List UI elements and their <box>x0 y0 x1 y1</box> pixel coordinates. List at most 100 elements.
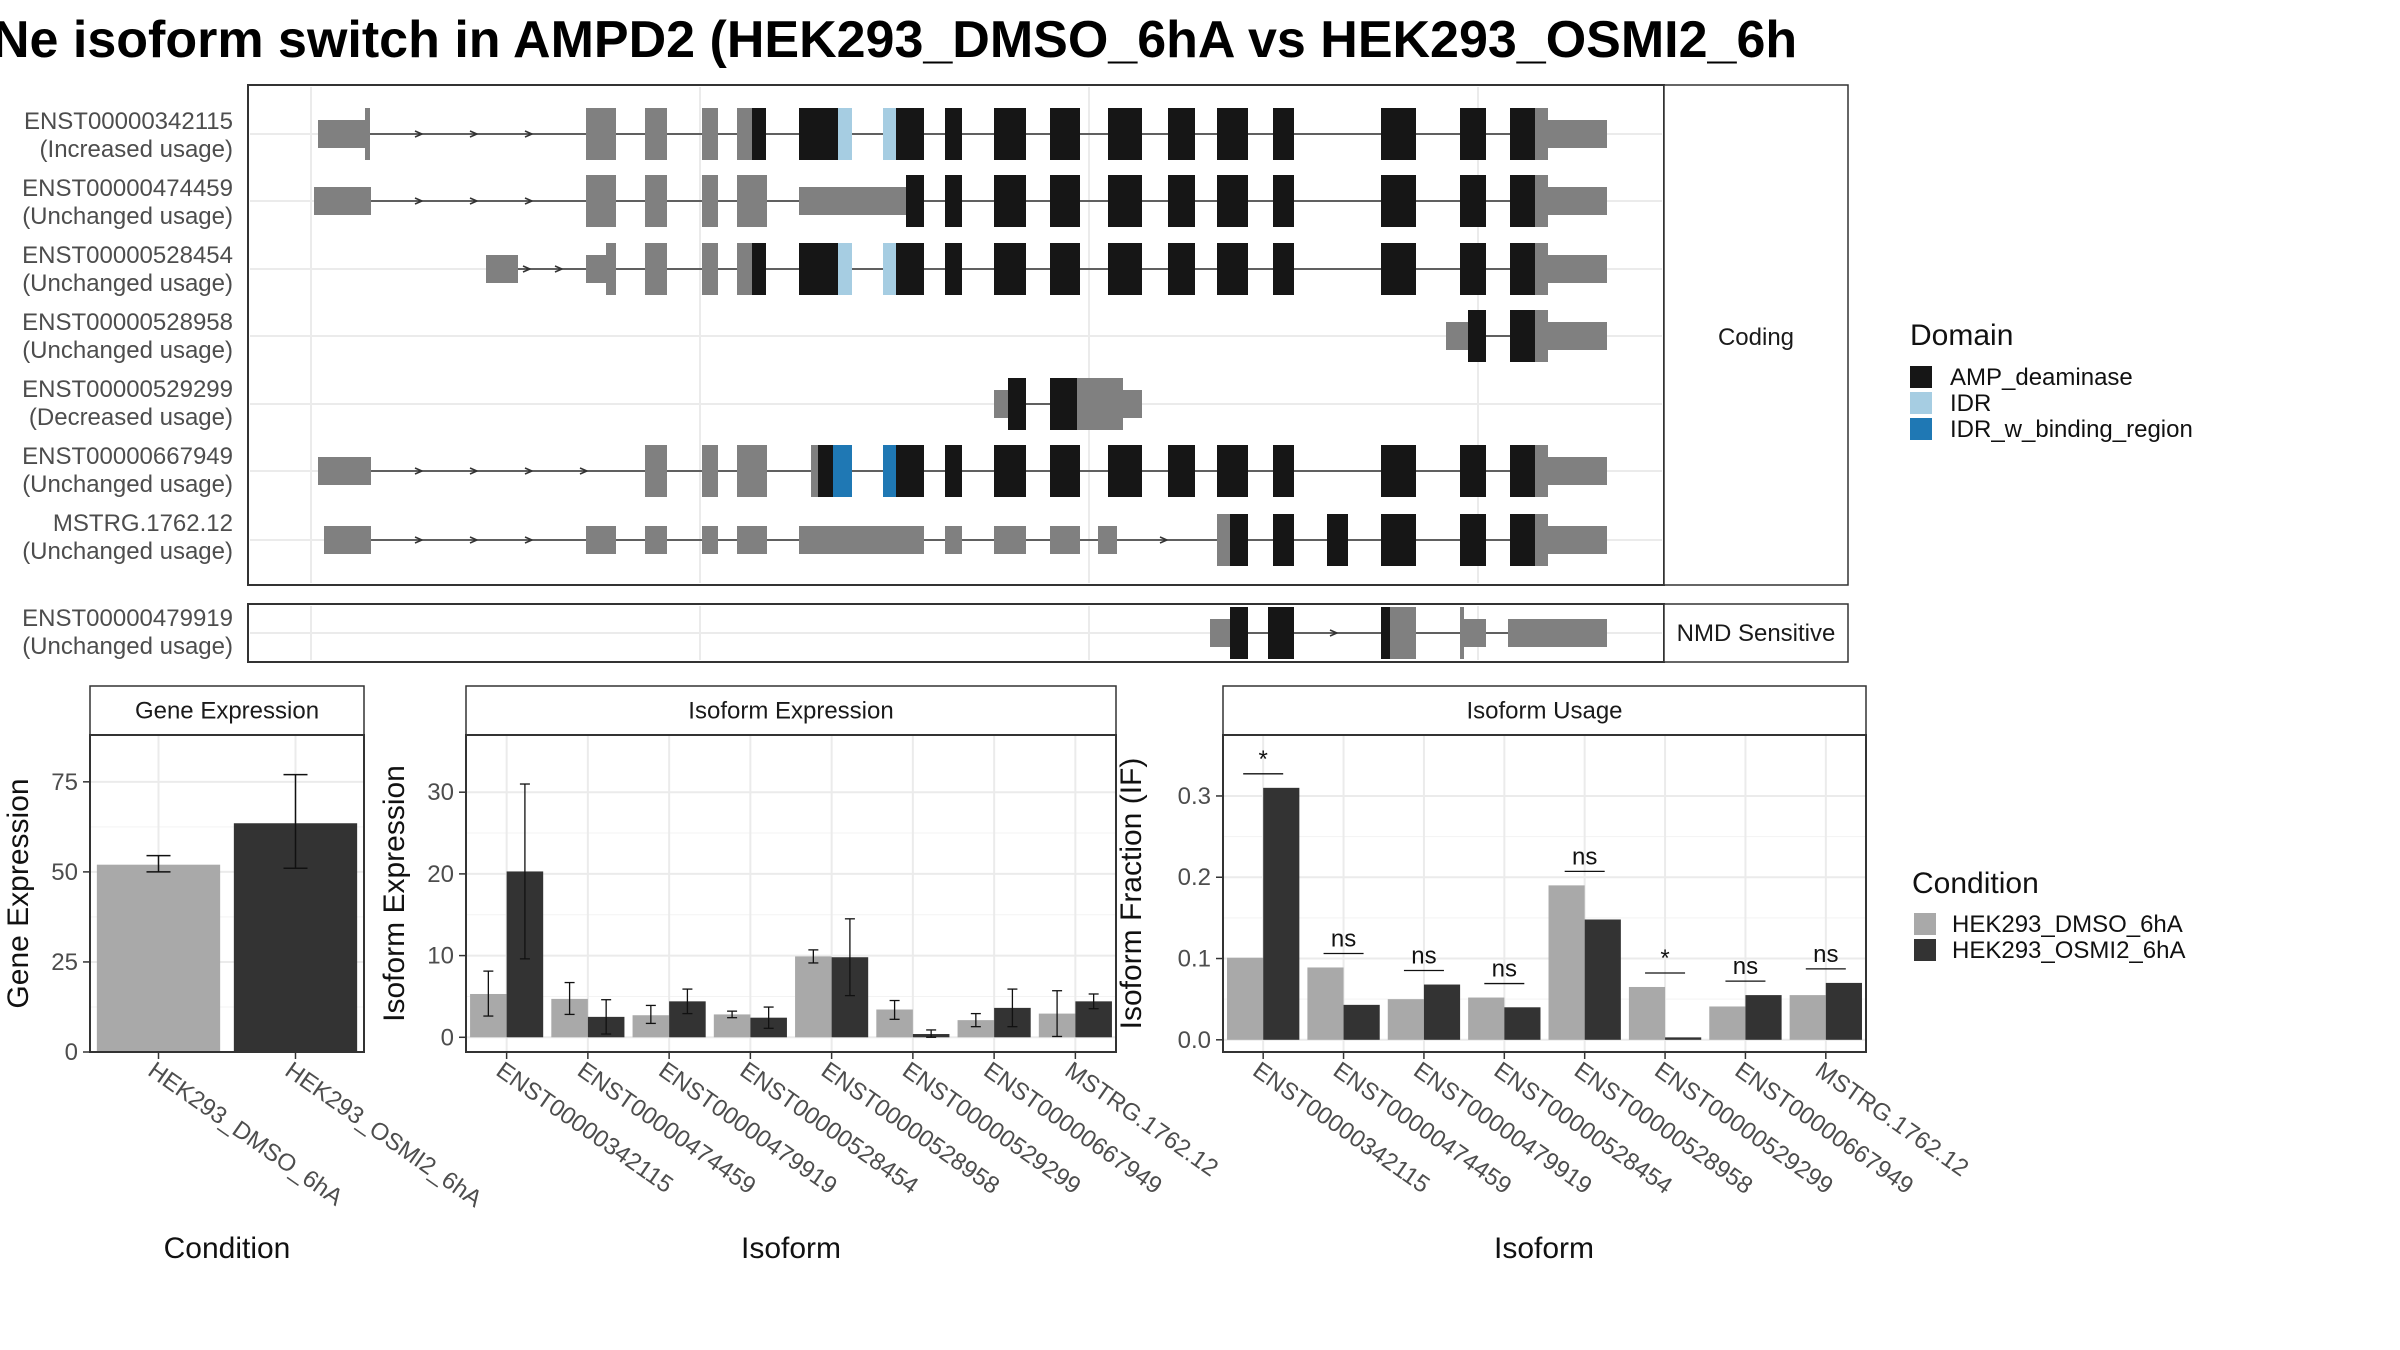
exon-domain <box>1108 175 1142 227</box>
transcript-usage: (Unchanged usage) <box>22 538 233 565</box>
transcript-track <box>486 243 1607 295</box>
exon-noncoding <box>1535 514 1548 566</box>
panel-border <box>465 734 1117 1053</box>
gene-expression-panel: Gene Expression0255075HEK293_DMSO_6hAHEK… <box>2 685 487 1265</box>
significance-label: ns <box>1572 843 1597 870</box>
y-tick-label: 75 <box>51 769 78 796</box>
exon-noncoding <box>702 445 718 497</box>
exon-domain <box>1273 108 1294 160</box>
exon-noncoding <box>1535 243 1548 295</box>
strand-arrow <box>414 467 424 475</box>
strand-arrow <box>1329 629 1339 637</box>
exon-noncoding <box>486 255 518 283</box>
exon-noncoding <box>1460 607 1464 659</box>
exon-domain <box>1050 108 1080 160</box>
bar <box>1227 957 1264 1040</box>
y-axis-title: Gene Expression <box>2 778 35 1008</box>
bar <box>1468 997 1505 1040</box>
legend-swatch-osmi <box>1914 939 1936 961</box>
exon-domain <box>1108 108 1142 160</box>
exon-domain <box>838 243 852 295</box>
transcript-id: MSTRG.1762.12 <box>53 510 233 537</box>
exon-noncoding <box>324 526 371 554</box>
exon-noncoding <box>945 526 962 554</box>
exon-domain <box>1381 445 1416 497</box>
exon-noncoding <box>737 526 767 554</box>
legend-label: IDR <box>1950 390 1991 417</box>
panel-strip <box>465 685 1117 736</box>
bar <box>1423 984 1461 1040</box>
strand-arrow <box>524 467 534 475</box>
domain-legend: Domain AMP_deaminase IDR IDR_w_binding_r… <box>1910 319 2193 443</box>
exon-domain <box>883 445 896 497</box>
panel-title: Isoform Expression <box>688 698 893 725</box>
y-tick-label: 0.3 <box>1178 783 1211 810</box>
exon-domain <box>945 445 962 497</box>
exon-noncoding <box>1548 457 1607 485</box>
strand-arrow <box>579 467 589 475</box>
exon-noncoding <box>318 457 371 485</box>
bar <box>713 1014 751 1038</box>
significance-label: * <box>1660 945 1669 972</box>
significance-label: ns <box>1331 925 1356 952</box>
exon-noncoding <box>645 526 667 554</box>
transcript-usage: (Unchanged usage) <box>22 203 233 230</box>
exon-domain <box>896 108 924 160</box>
bar <box>957 1020 995 1038</box>
chart-title: Ne isoform switch in AMPD2 (HEK293_DMSO_… <box>0 11 1797 69</box>
y-tick-label: 25 <box>51 949 78 976</box>
y-axis-title: Isoform Fraction (IF) <box>1115 758 1148 1030</box>
strand-arrow <box>524 536 534 544</box>
exon-noncoding <box>994 390 1008 418</box>
exon-noncoding <box>737 243 752 295</box>
y-tick-label: 20 <box>427 861 454 888</box>
y-tick-label: 0.0 <box>1178 1027 1211 1054</box>
legend-label: HEK293_DMSO_6hA <box>1952 911 2183 938</box>
isoform-expression-panel: Isoform Expression0102030ENST00000342115… <box>378 685 1223 1265</box>
exon-noncoding <box>1446 322 1468 350</box>
strand-arrow <box>414 536 424 544</box>
bar <box>1307 967 1344 1040</box>
transcript-usage: (Increased usage) <box>40 136 233 163</box>
nmd-facet-label: NMD Sensitive <box>1677 620 1836 647</box>
exon-noncoding <box>1535 445 1548 497</box>
exon-domain <box>833 445 852 497</box>
exon-noncoding <box>1098 526 1117 554</box>
transcript-id: ENST00000528454 <box>22 242 233 269</box>
legend-swatch-idr-w-binding-region <box>1910 418 1932 440</box>
exon-domain <box>799 243 838 295</box>
exon-noncoding <box>365 108 370 160</box>
exon-domain <box>1460 108 1486 160</box>
transcript-panel: Coding NMD Sensitive ENST00000342115 (In… <box>22 84 1849 663</box>
transcript-id: ENST00000479919 <box>22 605 233 632</box>
bar <box>96 864 221 1052</box>
exon-domain <box>1108 243 1142 295</box>
transcript-usage: (Unchanged usage) <box>22 270 233 297</box>
exon-noncoding <box>811 445 818 497</box>
transcript-track <box>318 108 1607 160</box>
significance-label: ns <box>1813 941 1838 968</box>
exon-domain <box>1008 378 1026 430</box>
transcript-track <box>324 514 1607 566</box>
exon-domain <box>883 108 896 160</box>
exon-domain <box>1217 108 1248 160</box>
bar <box>1628 986 1666 1040</box>
panel-strip <box>89 685 365 736</box>
exon-domain <box>945 108 962 160</box>
exon-noncoding <box>1123 390 1142 418</box>
exon-domain <box>1273 514 1294 566</box>
exon-domain <box>1168 243 1195 295</box>
exon-noncoding <box>586 175 616 227</box>
exon-noncoding <box>1535 310 1548 362</box>
coding-facet-label: Coding <box>1718 324 1794 351</box>
exon-noncoding <box>645 445 667 497</box>
strand-arrow <box>469 467 479 475</box>
exon-noncoding <box>737 175 767 227</box>
bar <box>1709 1006 1746 1040</box>
legend-label: AMP_deaminase <box>1950 364 2133 391</box>
exon-domain <box>1468 310 1486 362</box>
exon-domain <box>1050 175 1080 227</box>
strand-arrow <box>469 536 479 544</box>
exon-domain <box>1108 445 1142 497</box>
